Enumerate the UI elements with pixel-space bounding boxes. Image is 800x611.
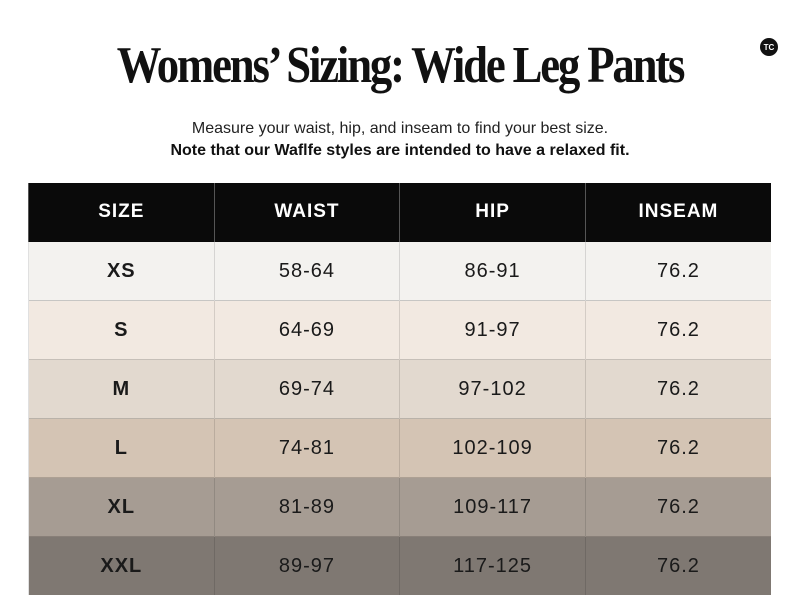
table-row: XS 58-64 86-91 76.2 [28, 241, 771, 301]
table-header: SIZE WAIST HIP INSEAM [28, 183, 771, 242]
cell-hip: 117-125 [399, 536, 586, 595]
cell-waist: 89-97 [213, 536, 400, 595]
cell-hip: 102-109 [399, 418, 586, 478]
cell-size: XL [28, 477, 215, 537]
cell-size: XS [28, 241, 215, 301]
cell-waist: 74-81 [213, 418, 400, 478]
cell-size: L [28, 418, 215, 478]
cell-hip: 91-97 [399, 300, 586, 360]
cell-size: M [28, 359, 215, 419]
cell-hip: 86-91 [399, 241, 586, 301]
cell-waist: 58-64 [213, 241, 400, 301]
cell-hip: 109-117 [399, 477, 586, 537]
size-table: SIZE WAIST HIP INSEAM XS 58-64 86-91 76.2 S 6… [28, 183, 771, 595]
cell-inseam: 76.2 [584, 300, 771, 360]
cell-inseam: 76.2 [584, 241, 771, 301]
cell-size: S [28, 300, 215, 360]
table-row: M 69-74 97-102 76.2 [28, 359, 771, 419]
header-waist: WAIST [213, 183, 400, 242]
header-hip: HIP [399, 183, 586, 242]
table-row: S 64-69 91-97 76.2 [28, 300, 771, 360]
cell-inseam: 76.2 [584, 418, 771, 478]
cell-waist: 69-74 [213, 359, 400, 419]
cell-waist: 64-69 [213, 300, 400, 360]
table-row: XL 81-89 109-117 76.2 [28, 477, 771, 537]
cell-hip: 97-102 [399, 359, 586, 419]
cell-waist: 81-89 [213, 477, 400, 537]
cell-size: XXL [28, 536, 215, 595]
cell-inseam: 76.2 [584, 536, 771, 595]
fit-note: Note that our Waflfe styles are intended… [170, 142, 630, 159]
header-inseam: INSEAM [584, 183, 771, 242]
table-row: L 74-81 102-109 76.2 [28, 418, 771, 478]
cell-inseam: 76.2 [584, 359, 771, 419]
subtitle: Measure your waist, hip, and inseam to f… [191, 120, 609, 137]
brand-logo: TC [760, 38, 778, 56]
header-size: SIZE [28, 183, 215, 242]
table-row: XXL 89-97 117-125 76.2 [28, 536, 771, 595]
cell-inseam: 76.2 [584, 477, 771, 537]
page-title: Womens’ Sizing: Wide Leg Pants [116, 37, 686, 94]
